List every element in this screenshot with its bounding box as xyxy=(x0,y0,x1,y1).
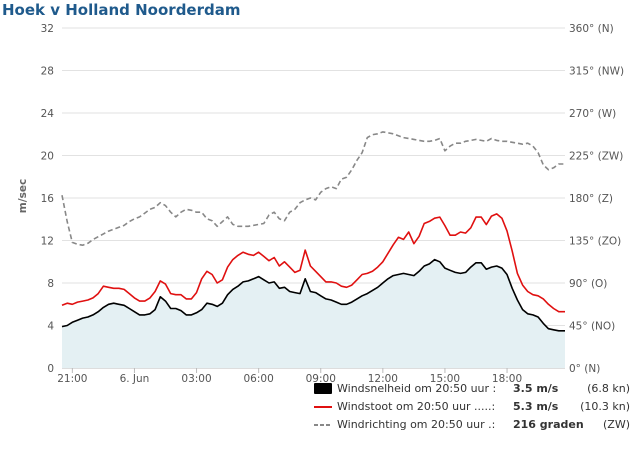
legend-value: 5.3 m/s xyxy=(513,400,559,413)
y-tick-label: 28 xyxy=(41,66,54,78)
y-tick-label: 16 xyxy=(41,193,55,205)
legend: Windsnelheid om 20:50 uur : 3.5 m/s (6.8 k… xyxy=(314,382,630,431)
y2-tick-label: 180° (Z) xyxy=(569,193,613,205)
y-tick-label: 0 xyxy=(47,363,54,375)
y-tick-label: 24 xyxy=(41,108,55,120)
series-line-windrichting xyxy=(61,131,565,246)
legend-label: Windrichting om 20:50 uur .: xyxy=(337,418,495,431)
x-axis-labels: 21:00 6. Jun 03:00 06:00 09:00 12:00 15:00 18:0… xyxy=(57,368,522,385)
x-tick-label: 06:00 xyxy=(244,373,274,385)
x-tick-label: 09:00 xyxy=(306,373,336,385)
y-axis-right-labels: 0° (N) 45° (NO) 90° (O) 135° (ZO) 180° (Z) 22… xyxy=(569,23,624,375)
y2-tick-label: 360° (N) xyxy=(569,23,614,35)
x-tick-label: 6. Jun xyxy=(120,373,150,385)
legend-label: Windsnelheid om 20:50 uur : xyxy=(337,382,496,395)
x-tick-label: 18:00 xyxy=(492,373,522,385)
legend-extra: (10.3 kn) xyxy=(580,400,630,413)
legend-swatch-windsnelheid xyxy=(314,383,332,394)
y-tick-label: 12 xyxy=(41,236,54,248)
series-line-windstoot xyxy=(61,213,565,313)
chart-title: Hoek v Holland Noorderdam xyxy=(2,1,241,19)
legend-extra: (6.8 kn) xyxy=(587,382,630,395)
y-tick-label: 4 xyxy=(47,321,54,333)
wind-speed-area xyxy=(62,259,565,368)
y-tick-label: 32 xyxy=(41,23,54,35)
y-axis-left-labels: 0 4 8 12 16 20 24 28 32 xyxy=(41,23,55,375)
legend-extra: (ZW) xyxy=(603,418,630,431)
x-tick-label: 03:00 xyxy=(181,373,211,385)
y2-tick-label: 45° (NO) xyxy=(569,321,615,333)
y2-tick-label: 135° (ZO) xyxy=(569,236,621,248)
area-windsnelheid xyxy=(62,259,565,368)
y2-tick-label: 315° (NW) xyxy=(569,66,624,78)
legend-label: Windstoot om 20:50 uur .....: xyxy=(337,400,495,413)
y-tick-label: 20 xyxy=(41,151,54,163)
series-lines xyxy=(61,131,565,332)
y-axis-title: m/sec xyxy=(17,179,29,213)
legend-value: 3.5 m/s xyxy=(513,382,559,395)
series-line-windsnelheid xyxy=(61,258,565,332)
y-tick-label: 8 xyxy=(47,278,54,290)
y2-tick-label: 270° (W) xyxy=(569,108,616,120)
x-tick-label: 21:00 xyxy=(57,373,87,385)
y2-tick-label: 90° (O) xyxy=(569,278,607,290)
x-tick-label: 15:00 xyxy=(430,373,460,385)
legend-value: 216 graden xyxy=(513,418,584,431)
y2-tick-label: 225° (ZW) xyxy=(569,151,623,163)
y2-tick-label: 0° (N) xyxy=(569,363,600,375)
x-tick-label: 12:00 xyxy=(368,373,398,385)
